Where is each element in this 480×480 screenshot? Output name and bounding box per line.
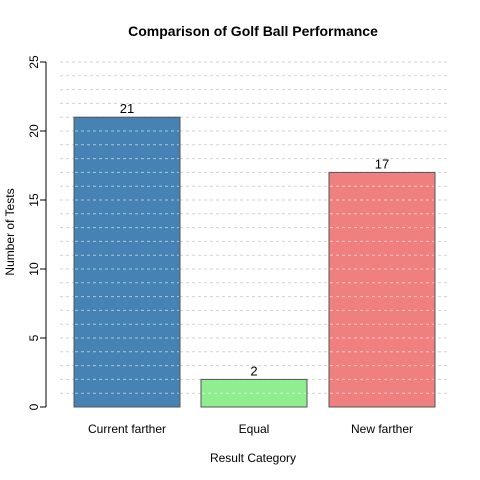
y-axis: 0 5 10 15 20 25 (27, 55, 47, 410)
x-axis-title: Result Category (210, 451, 296, 465)
y-tick-label: 20 (27, 124, 41, 138)
chart-title: Comparison of Golf Ball Performance (128, 23, 378, 39)
y-tick-label: 25 (27, 55, 41, 69)
bar-new-farther (328, 171, 436, 408)
data-label: 17 (375, 156, 389, 171)
x-tick-label: Equal (239, 422, 270, 436)
bars (73, 116, 436, 408)
x-tick-label: New farther (351, 422, 413, 436)
y-tick-label: 15 (27, 193, 41, 207)
y-tick-label: 0 (27, 403, 41, 410)
data-labels: 21 2 17 (120, 101, 389, 378)
y-axis-title: Number of Tests (3, 188, 17, 275)
y-tick-label: 5 (27, 334, 41, 341)
data-label: 2 (250, 363, 257, 378)
bar-equal (200, 378, 308, 408)
data-label: 21 (120, 101, 134, 116)
x-axis-labels: Current farther Equal New farther (88, 422, 413, 436)
y-tick-label: 10 (27, 262, 41, 276)
x-tick-label: Current farther (88, 422, 166, 436)
bar-current-farther (73, 116, 181, 408)
